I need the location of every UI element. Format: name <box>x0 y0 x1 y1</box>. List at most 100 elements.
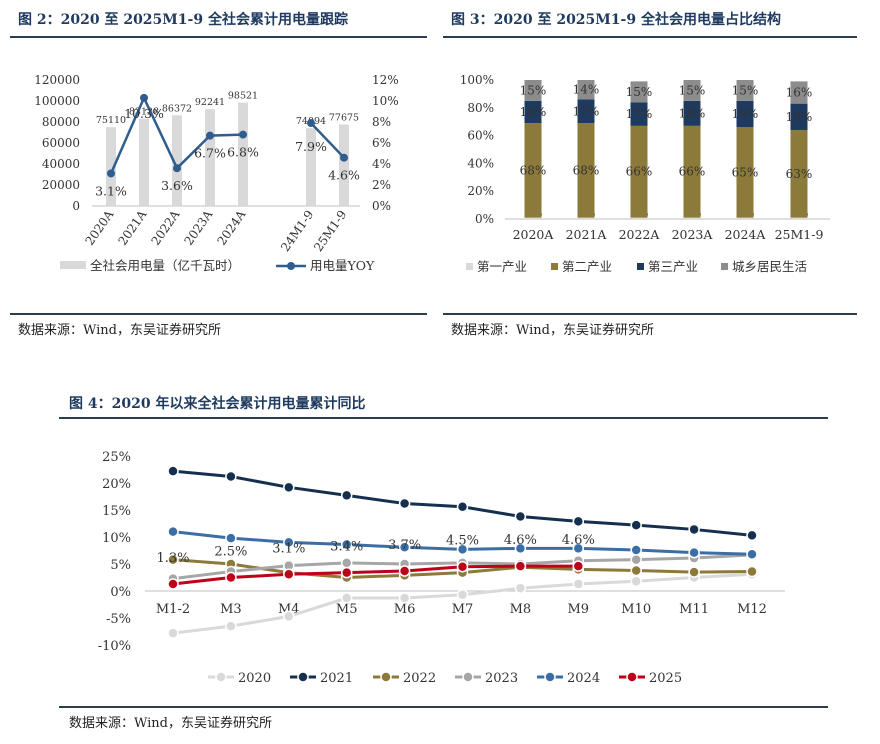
fig3-segment-4 <box>736 80 754 101</box>
fig2-left-tick: 80000 <box>42 115 80 129</box>
fig4-legend-marker <box>462 671 474 683</box>
fig4-y-tick: -5% <box>106 612 131 627</box>
fig4-point-2021 <box>398 497 411 510</box>
fig2-left-tick: 100000 <box>34 94 80 108</box>
fig4-point-2024 <box>283 536 295 549</box>
fig3-segment-label: 15% <box>626 85 653 99</box>
fig4-data-label: 3.1% <box>272 541 305 556</box>
fig4-y-tick: 10% <box>102 531 131 546</box>
fig2-bar <box>106 127 116 206</box>
fig4-point-2021 <box>283 481 295 494</box>
fig4-data-label: 4.5% <box>446 534 479 549</box>
fig2-bar <box>339 124 349 206</box>
fig4-point-2023 <box>340 557 353 569</box>
fig3-legend-swatch <box>721 263 728 270</box>
fig3-segment-1 <box>790 217 808 219</box>
fig4-point-2023 <box>630 553 642 566</box>
fig2-right-tick: 6% <box>372 136 391 150</box>
fig4-bottom-rule <box>59 706 828 708</box>
fig4-x-tick: M8 <box>510 602 532 617</box>
fig2-yoy-label: 10.3% <box>124 106 164 121</box>
fig4-point-2020 <box>456 589 469 601</box>
fig4-legend-marker <box>297 671 309 683</box>
fig2-bar <box>238 102 248 206</box>
fig2-x-tick: 2024A <box>214 207 248 247</box>
fig4-point-2020 <box>630 575 642 588</box>
fig2-yoy-point <box>206 131 214 140</box>
fig2-bar-label: 75110 <box>96 115 126 126</box>
fig2-legend-line-label: 用电量YOY <box>310 258 375 273</box>
fig3-x-tick: 2020A <box>513 227 555 242</box>
fig2-bar <box>205 109 215 206</box>
fig3-segment-1 <box>577 217 595 219</box>
fig4-point-2024 <box>630 544 642 556</box>
fig4-x-tick: M7 <box>452 602 474 617</box>
fig2-bar <box>139 118 149 206</box>
fig3-segment-label: 16% <box>520 105 547 119</box>
fig3-segment-label: 68% <box>520 163 547 177</box>
fig3-y-tick: 80% <box>467 101 494 115</box>
fig2-yoy-point <box>307 119 315 128</box>
fig2-bar <box>306 128 316 206</box>
fig3-segment-4 <box>630 81 648 103</box>
fig4-point-2020 <box>167 627 179 639</box>
fig3-segment-label: 16% <box>786 86 813 100</box>
fig3-segment-2 <box>736 127 754 218</box>
fig4-point-2021 <box>746 529 758 542</box>
fig3-y-tick: 0% <box>475 212 494 226</box>
fig2-bar-label: 83128 <box>129 107 159 118</box>
fig3-x-tick: 2022A <box>619 227 661 242</box>
fig2-legend-bar-label: 全社会用电量（亿千瓦时） <box>90 258 240 273</box>
fig4-legend-label: 2022 <box>403 671 436 686</box>
fig2-legend-line-marker <box>287 262 295 270</box>
fig4-point-2025 <box>572 560 585 572</box>
fig2-yoy-point <box>239 130 247 139</box>
fig3-y-tick: 60% <box>467 129 494 143</box>
fig2-bar-label: 98521 <box>228 91 258 102</box>
fig4-point-2025 <box>514 560 527 572</box>
fig4-y-tick: -10% <box>98 639 131 654</box>
fig2-yoy-label: 4.6% <box>328 168 360 183</box>
fig2-left-tick: 20000 <box>42 178 80 192</box>
fig4-point-2025 <box>340 566 353 579</box>
fig2-yoy-point <box>107 169 115 178</box>
fig2-bar-label: 77675 <box>329 112 359 123</box>
fig3-legend-swatch <box>551 263 558 270</box>
fig4-point-2020 <box>398 592 411 604</box>
fig3-segment-label: 68% <box>573 163 600 177</box>
fig2-x-tick: 2022A <box>148 207 182 247</box>
fig4-point-2024 <box>340 538 353 551</box>
fig4-legend-marker <box>544 671 556 683</box>
fig3-legend-label: 第一产业 <box>477 259 527 274</box>
fig3-segment-4 <box>683 80 701 101</box>
fig3-source: 数据来源：Wind，东吴证券研究所 <box>451 323 654 338</box>
fig2-x-tick: 2023A <box>181 207 215 247</box>
fig3-segment-3 <box>736 100 754 128</box>
fig3-top-rule <box>443 36 857 38</box>
fig4-series-line-2025 <box>172 564 579 586</box>
fig4-point-2024 <box>572 542 585 555</box>
fig4-point-2021 <box>630 519 642 531</box>
fig3-segment-4 <box>577 80 595 100</box>
fig4-legend-marker <box>626 671 638 683</box>
fig2-legend-bar-swatch <box>60 261 86 269</box>
fig3-legend-label: 第二产业 <box>562 259 612 274</box>
fig3-segment-label: 17% <box>573 104 600 118</box>
fig2-left-tick: 60000 <box>42 136 80 150</box>
fig4-legend-label: 2024 <box>567 671 600 686</box>
fig3-segment-3 <box>790 103 808 131</box>
fig4-y-tick: 0% <box>110 585 131 600</box>
fig3-y-tick: 20% <box>467 184 494 198</box>
fig3-segment-label: 66% <box>679 165 706 179</box>
fig3-segment-label: 18% <box>679 106 706 120</box>
fig2-yoy-point <box>340 153 348 162</box>
fig4-legend-marker <box>380 671 392 683</box>
fig4-x-tick: M5 <box>336 602 358 617</box>
fig3-segment-3 <box>524 100 542 124</box>
fig3-segment-label: 17% <box>626 107 653 121</box>
fig4-point-2021 <box>514 510 527 523</box>
fig3-x-tick: 2023A <box>672 227 714 242</box>
fig4-point-2020 <box>283 610 295 623</box>
fig4-point-2022 <box>688 566 700 578</box>
